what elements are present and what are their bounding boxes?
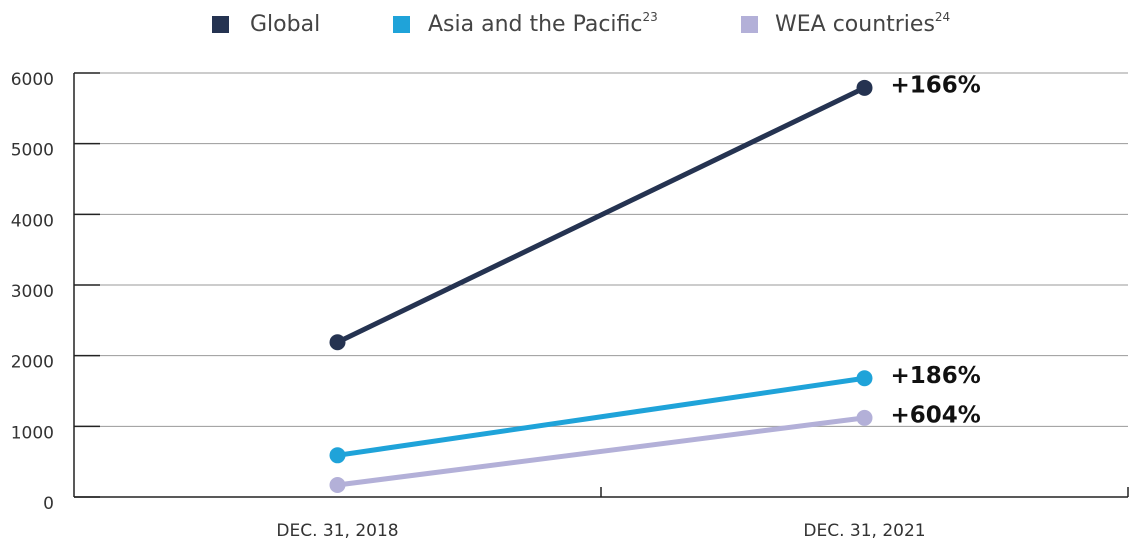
value-label: +186% [891, 363, 981, 389]
point [856, 409, 873, 426]
y-tick-label: 4000 [11, 211, 54, 231]
y-tick-label: 0 [43, 494, 54, 514]
legend-name: Global [250, 12, 320, 37]
y-tick-label: 2000 [11, 353, 54, 373]
point [329, 334, 346, 351]
line [337, 415, 865, 488]
legend-swatch [212, 16, 229, 33]
x-tick-label: DEC. 31, 2018 [276, 521, 398, 541]
line [336, 85, 866, 345]
y-tick-label: 1000 [11, 423, 54, 443]
y-tick-label: 6000 [11, 70, 54, 90]
legend-name: Asia and the Pacific [428, 12, 643, 37]
line [337, 375, 865, 458]
point [856, 370, 873, 387]
legend-label: Asia and the Pacific23 [428, 10, 658, 38]
legend-swatch [393, 16, 410, 33]
point [329, 447, 346, 464]
y-tick-label: 5000 [11, 141, 54, 161]
legend-footnote: 24 [935, 10, 950, 24]
legend-name: WEA countries [775, 12, 935, 37]
y-tick-label: 3000 [11, 282, 54, 302]
point [856, 79, 873, 96]
value-label: +604% [891, 402, 981, 428]
x-tick-label: DEC. 31, 2021 [803, 521, 925, 541]
legend-swatch [741, 16, 758, 33]
legend-footnote: 23 [643, 10, 658, 24]
point [329, 476, 346, 493]
legend-label: Global [250, 12, 320, 37]
legend-label: WEA countries24 [775, 10, 950, 38]
value-label: +166% [891, 72, 981, 98]
